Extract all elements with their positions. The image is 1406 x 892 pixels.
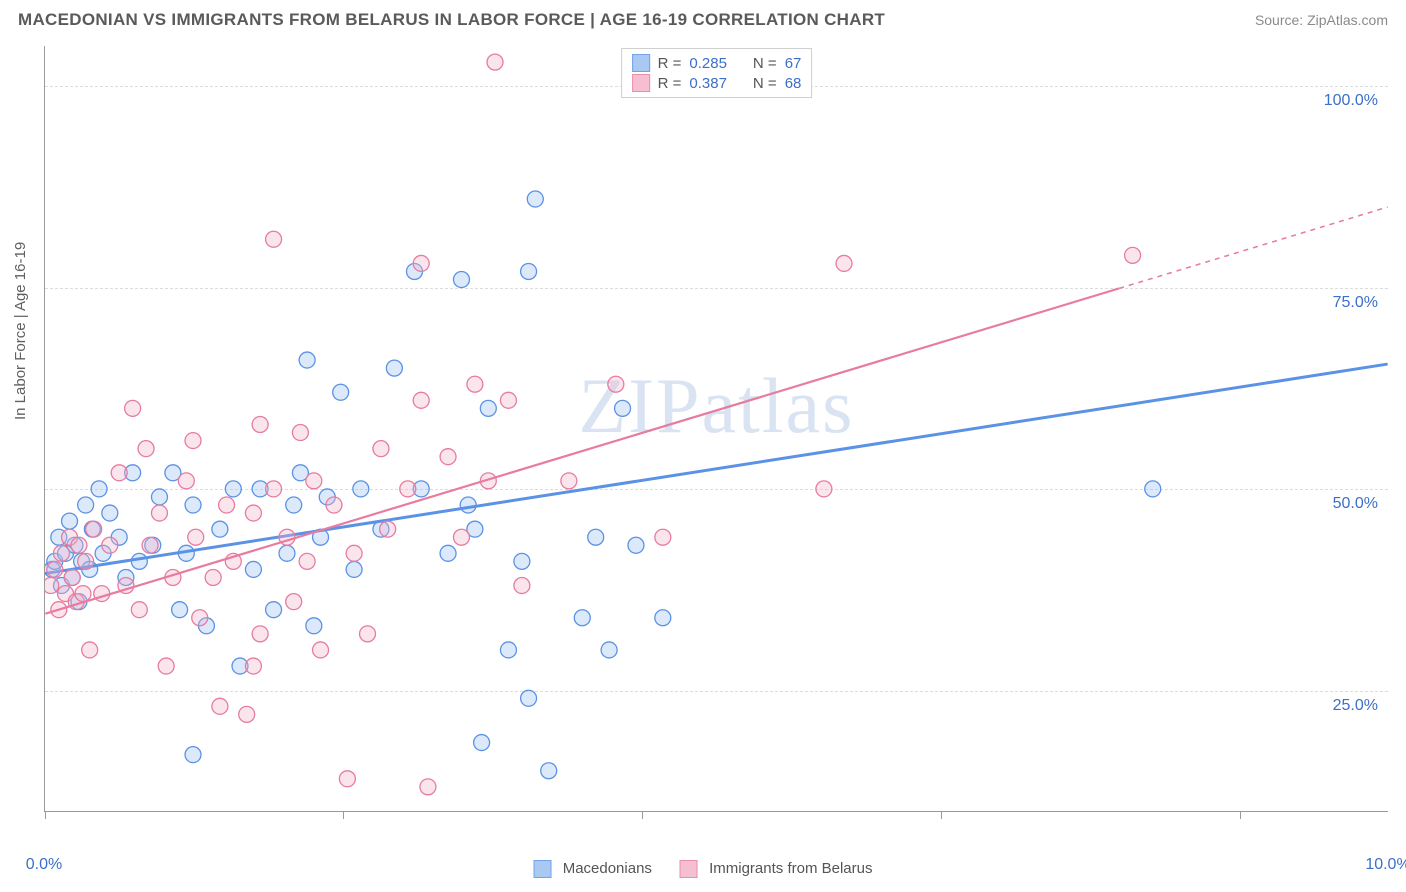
x-tick [343, 811, 344, 819]
legend-swatch-1 [632, 54, 650, 72]
legend-bottom-label-2: Immigrants from Belarus [709, 860, 872, 877]
legend-r-value-2: 0.387 [689, 75, 727, 92]
chart-header: MACEDONIAN VS IMMIGRANTS FROM BELARUS IN… [0, 0, 1406, 36]
legend-row-series1: R = 0.285 N = 67 [632, 53, 802, 73]
legend-n-value-1: 67 [785, 55, 802, 72]
legend-row-series2: R = 0.387 N = 68 [632, 73, 802, 93]
legend-r-value-1: 0.285 [689, 55, 727, 72]
x-tick [45, 811, 46, 819]
chart-source: Source: ZipAtlas.com [1255, 12, 1388, 28]
scatter-svg [45, 46, 1388, 811]
legend-r-label: R = [658, 75, 682, 92]
legend-item-1: Macedonians [534, 860, 652, 878]
legend-n-value-2: 68 [785, 75, 802, 92]
correlation-legend: R = 0.285 N = 67 R = 0.387 N = 68 [621, 48, 813, 98]
legend-n-label: N = [753, 75, 777, 92]
y-axis-label: In Labor Force | Age 16-19 [12, 242, 29, 420]
legend-n-label: N = [753, 55, 777, 72]
legend-r-label: R = [658, 55, 682, 72]
legend-item-2: Immigrants from Belarus [680, 860, 873, 878]
x-tick [1240, 811, 1241, 819]
x-tick [941, 811, 942, 819]
x-tick [642, 811, 643, 819]
chart-title: MACEDONIAN VS IMMIGRANTS FROM BELARUS IN… [18, 10, 885, 30]
legend-bottom-swatch-2 [680, 860, 698, 878]
chart-plot-area: ZIPatlas R = 0.285 N = 67 R = 0.387 N = … [44, 46, 1388, 812]
legend-bottom-swatch-1 [534, 860, 552, 878]
legend-bottom-label-1: Macedonians [563, 860, 652, 877]
x-tick-label-min: 0.0% [26, 856, 62, 874]
series-legend: Macedonians Immigrants from Belarus [534, 860, 873, 878]
legend-swatch-2 [632, 74, 650, 92]
x-tick-label-max: 10.0% [1365, 856, 1406, 874]
